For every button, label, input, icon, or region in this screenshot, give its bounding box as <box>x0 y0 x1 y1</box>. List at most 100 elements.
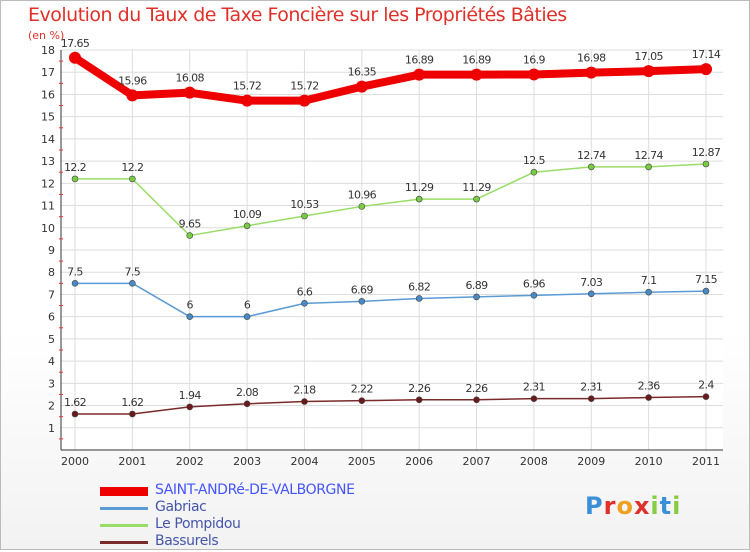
data-point <box>530 292 538 299</box>
y-tick-label: 9 <box>48 244 55 257</box>
y-tick-label: 4 <box>48 355 55 368</box>
legend-label-saint-andre: SAINT-ANDRé-DE-VALBORGNE <box>155 482 355 498</box>
data-point <box>186 232 194 239</box>
x-tick-label: 2008 <box>520 455 548 468</box>
data-point <box>298 94 311 107</box>
y-tick-label: 8 <box>48 266 55 279</box>
data-point <box>702 287 710 295</box>
data-point <box>129 175 136 183</box>
series-line-2 <box>74 163 707 237</box>
data-label: 6.82 <box>408 280 430 293</box>
data-point <box>473 195 480 203</box>
data-label: 7.03 <box>580 276 603 289</box>
data-label: 2.26 <box>408 382 431 395</box>
x-tick-label: 2006 <box>405 455 433 468</box>
data-label: 7.15 <box>695 273 718 286</box>
data-point <box>645 394 652 401</box>
data-point <box>415 195 423 203</box>
y-tick-label: 11 <box>41 200 55 213</box>
data-label: 12.74 <box>577 149 606 162</box>
legend-swatch-le-pompidou <box>100 524 148 527</box>
data-label: 17.05 <box>634 50 663 63</box>
data-label: 7.5 <box>125 265 141 278</box>
data-label: 2.26 <box>465 382 488 395</box>
data-point <box>642 65 655 78</box>
logo-letter: x <box>633 492 651 520</box>
y-tick-label: 6 <box>48 311 55 324</box>
data-label: 12.5 <box>523 154 546 167</box>
x-tick-label: 2001 <box>118 455 146 468</box>
data-label: 6.96 <box>523 277 546 290</box>
data-point <box>587 163 595 171</box>
legend-label-le-pompidou: Le Pompidou <box>155 516 241 532</box>
data-point <box>702 160 710 168</box>
data-point <box>473 293 480 301</box>
y-tick-label: 3 <box>48 377 55 390</box>
data-label: 2.31 <box>523 381 545 394</box>
data-label: 10.96 <box>348 188 377 201</box>
data-point <box>527 68 540 81</box>
data-label: 2.31 <box>580 381 602 394</box>
data-label: 16.08 <box>175 72 204 85</box>
data-point <box>69 51 81 64</box>
data-label: 12.2 <box>121 161 143 174</box>
x-tick-label: 2004 <box>290 455 318 468</box>
x-tick-label: 2007 <box>463 455 491 468</box>
logo-letter: i <box>672 492 682 520</box>
y-tick-label: 16 <box>41 88 55 101</box>
data-point <box>186 403 194 411</box>
data-point <box>355 80 368 93</box>
data-point <box>358 397 366 404</box>
logo-letter: P <box>585 492 604 520</box>
data-point <box>530 168 538 176</box>
data-label: 6 <box>244 299 251 312</box>
data-label: 11.29 <box>462 181 491 194</box>
y-tick-label: 15 <box>41 111 55 124</box>
y-tick-label: 5 <box>48 333 55 346</box>
data-label: 2.22 <box>351 383 373 396</box>
data-label: 15.72 <box>290 80 319 93</box>
y-tick-label: 12 <box>41 177 55 190</box>
data-point <box>415 295 423 302</box>
data-label: 12.87 <box>692 146 721 159</box>
data-label: 1.62 <box>64 396 86 409</box>
logo-letter: r <box>603 492 617 520</box>
data-label: 6.69 <box>351 283 374 296</box>
data-point <box>126 89 139 102</box>
data-point <box>183 86 196 99</box>
proxiti-logo: Proxiti <box>585 492 681 520</box>
data-label: 16.89 <box>405 54 434 67</box>
data-point <box>301 212 308 220</box>
data-point <box>587 290 595 298</box>
data-point <box>473 396 480 404</box>
chart-title: Evolution du Taux de Taxe Foncière sur l… <box>28 4 567 26</box>
y-tick-label: 14 <box>41 133 55 146</box>
data-label: 10.09 <box>233 208 262 221</box>
data-label: 1.94 <box>179 389 202 402</box>
data-label: 15.96 <box>118 74 147 87</box>
data-label: 2.36 <box>638 380 661 393</box>
data-point <box>358 298 366 305</box>
legend-label-gabriac: Gabriac <box>155 499 207 515</box>
data-point <box>700 63 712 76</box>
legend-label-bassurels: Bassurels <box>155 533 219 549</box>
data-label: 2.4 <box>698 379 714 392</box>
data-point <box>71 280 79 287</box>
data-label: 15.72 <box>233 80 262 93</box>
data-point <box>241 94 254 107</box>
x-tick-label: 2010 <box>635 455 663 468</box>
data-point <box>243 400 251 408</box>
data-label: 6.89 <box>465 279 488 292</box>
data-point <box>129 280 136 287</box>
data-point <box>415 396 423 404</box>
y-tick-label: 18 <box>41 44 55 57</box>
data-point <box>301 398 308 405</box>
data-point <box>71 410 79 418</box>
y-tick-label: 13 <box>41 155 55 168</box>
data-label: 17.14 <box>692 48 721 61</box>
data-point <box>470 68 483 81</box>
logo-letter: o <box>616 492 634 520</box>
data-point <box>530 395 538 402</box>
logo-letter: t <box>659 492 673 520</box>
data-point <box>585 66 598 79</box>
